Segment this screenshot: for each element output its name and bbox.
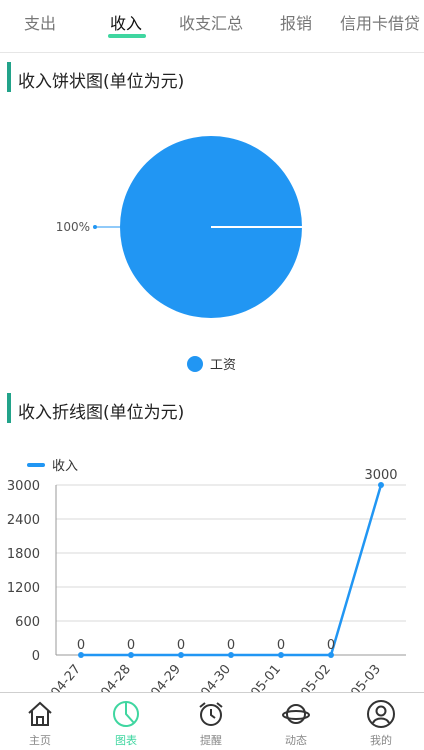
tab-summary[interactable]: 收支汇总 [179, 14, 244, 33]
series-line-income [81, 484, 383, 657]
nav-reminder-label: 提醒 [200, 734, 222, 747]
top-tab-bar: 支出 收入 收支汇总 报销 信用卡借贷 [0, 0, 424, 53]
y-tick-labels: 0 600 1200 1800 2400 3000 [7, 479, 40, 664]
section-accent-bar [7, 393, 11, 423]
legend-series-label: 收入 [52, 459, 78, 474]
data-label: 0 [127, 638, 135, 653]
pie-percent-label: 100% [56, 220, 90, 234]
y-tick-label: 2400 [7, 513, 40, 528]
data-point[interactable] [328, 652, 334, 658]
home-icon [28, 701, 52, 726]
pie-label-dot [93, 225, 97, 229]
line-section-header: 收入折线图(单位为元) [7, 393, 407, 423]
user-icon [367, 700, 395, 728]
series-line: 0 0 0 0 0 0 3000 [77, 468, 398, 658]
y-tick-label: 3000 [7, 479, 40, 494]
data-label: 0 [177, 638, 185, 653]
data-point[interactable] [178, 652, 184, 658]
data-label: 0 [277, 638, 285, 653]
pie-section-title: 收入饼状图(单位为元) [18, 72, 185, 92]
pie-legend-label: 工资 [210, 358, 236, 373]
alarm-icon [199, 702, 223, 726]
nav-chart[interactable]: 图表 [96, 693, 156, 750]
data-point[interactable] [78, 652, 84, 658]
y-tick-label: 0 [32, 649, 40, 664]
tab-income[interactable]: 收入 [110, 14, 143, 33]
line-legend: 收入 [27, 459, 78, 474]
tab-credit-card-loan[interactable]: 信用卡借贷 [340, 14, 421, 33]
data-point[interactable] [128, 652, 134, 658]
nav-chart-label: 图表 [115, 734, 137, 747]
data-label: 0 [227, 638, 235, 653]
gridlines [55, 484, 406, 656]
section-accent-bar [7, 62, 11, 92]
planet-icon [282, 704, 310, 724]
data-label: 3000 [364, 468, 397, 483]
y-tick-label: 1200 [7, 581, 40, 596]
data-point[interactable] [278, 652, 284, 658]
pie-section-header: 收入饼状图(单位为元) [7, 62, 407, 92]
nav-feed[interactable]: 动态 [266, 693, 326, 750]
nav-profile-label: 我的 [370, 734, 392, 747]
y-tick-label: 1800 [7, 547, 40, 562]
active-tab-indicator [108, 34, 146, 38]
income-pie-chart: 100% 工资 [56, 136, 302, 373]
nav-profile[interactable]: 我的 [351, 693, 411, 750]
data-label: 0 [77, 638, 85, 653]
nav-reminder[interactable]: 提醒 [181, 693, 241, 750]
data-point[interactable] [378, 482, 384, 488]
legend-swatch [27, 463, 45, 467]
line-section-title: 收入折线图(单位为元) [18, 403, 185, 423]
pie-legend-marker [187, 356, 203, 372]
y-tick-label: 600 [15, 615, 40, 630]
tab-reimbursement[interactable]: 报销 [280, 14, 313, 33]
data-point[interactable] [228, 652, 234, 658]
chart-icon [113, 701, 139, 727]
nav-feed-label: 动态 [285, 734, 307, 747]
nav-home-label: 主页 [29, 734, 51, 747]
bottom-navigation: 主页 图表 提醒 动态 我的 [0, 692, 424, 750]
data-label: 0 [327, 638, 335, 653]
tab-expense[interactable]: 支出 [24, 14, 57, 33]
nav-home[interactable]: 主页 [10, 693, 70, 750]
